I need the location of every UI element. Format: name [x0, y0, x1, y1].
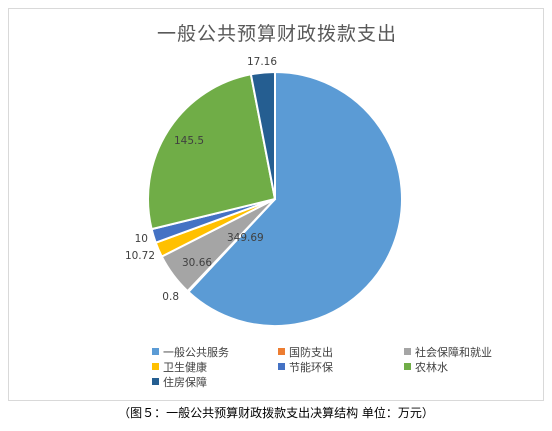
legend-swatch: [278, 348, 285, 355]
legend-item: 农林水: [404, 359, 448, 375]
pie-slice: [249, 70, 276, 200]
data-label: 0.8: [162, 291, 179, 303]
pie-slice: [147, 73, 277, 231]
legend-swatch: [152, 378, 159, 385]
pie-chart: 349.69 0.8 30.66 10.72 10 145.5 17.16: [125, 56, 403, 327]
data-label: 10.72: [125, 250, 155, 262]
legend-item: 卫生健康: [152, 359, 207, 375]
legend-item: 国防支出: [278, 344, 333, 360]
data-label: 10: [135, 233, 148, 245]
legend-swatch: [404, 363, 411, 370]
legend-item: 一般公共服务: [152, 344, 229, 360]
legend-item: 住房保障: [152, 374, 207, 390]
legend-swatch: [278, 363, 285, 370]
legend-label: 卫生健康: [163, 361, 207, 374]
data-label: 349.69: [227, 232, 264, 244]
legend-swatch: [152, 348, 159, 355]
data-label: 145.5: [174, 135, 204, 147]
legend-swatch: [404, 348, 411, 355]
legend-swatch: [152, 363, 159, 370]
chart-title: 一般公共预算财政拨款支出: [156, 23, 397, 45]
legend-label: 一般公共服务: [163, 346, 229, 359]
legend-label: 国防支出: [289, 346, 333, 359]
legend-item: 社会保障和就业: [404, 344, 492, 360]
legend-label: 节能环保: [289, 361, 333, 374]
figure-caption: （图５：一般公共预算财政拨款支出决算结构 单位：万元）: [118, 406, 434, 420]
data-label: 17.16: [247, 56, 277, 68]
chart-frame: 一般公共预算财政拨款支出 349.69 0.8 30.66 10.72 10 145.5 1…: [8, 8, 544, 401]
data-label: 30.66: [182, 257, 212, 269]
legend-item: 节能环保: [278, 359, 333, 375]
legend-label: 社会保障和就业: [415, 346, 492, 359]
legend-label: 住房保障: [163, 376, 207, 389]
pie-slice: [186, 70, 403, 327]
legend-label: 农林水: [415, 361, 448, 374]
